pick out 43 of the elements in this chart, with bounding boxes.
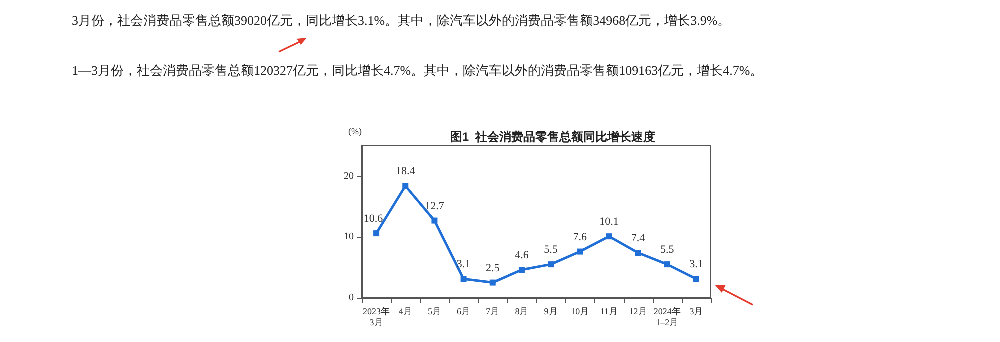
data-label: 7.6: [573, 231, 588, 244]
y-tick-label: 20: [344, 170, 354, 182]
chart-title: 图1 社会消费品零售总额同比增长速度: [450, 130, 656, 144]
point: [664, 262, 670, 268]
data-label: 12.7: [425, 200, 445, 212]
point: [693, 276, 700, 282]
point: [460, 276, 467, 282]
point: [518, 267, 525, 274]
y-tick-label: 10: [344, 232, 354, 243]
x-tick-label: 6月: [457, 306, 471, 316]
data-label: 3.1: [690, 258, 704, 271]
x-tick-label: 2023年 3月: [363, 306, 390, 328]
text: 3月份，社会消费品零售总额39020亿元，同比增长3.1%。其中，除汽车以外的消费品零售额34968亿元，增长3.9%。: [72, 12, 731, 30]
data-label: 3.1: [456, 258, 471, 271]
x-tick-label: 11月: [600, 306, 618, 316]
x-tick-label: 5月: [428, 306, 442, 316]
point: [432, 218, 438, 224]
x-tick-label: 7月: [486, 306, 500, 316]
x-tick-label: 12月: [629, 306, 648, 316]
data-label: 2.5: [486, 262, 500, 274]
point: [577, 248, 584, 255]
y-tick-label: 0: [349, 292, 354, 304]
x-tick-label: 4月: [398, 306, 412, 316]
text: 1—3月份，社会消费品零售总额120327亿元，同比增长4.7%。其中，除汽车以外的消费品零售额109163亿元，增长4.7%。: [72, 62, 764, 80]
data-label: 10.1: [600, 216, 619, 228]
x-tick-label: 10月: [571, 306, 590, 316]
x-tick-label: 2024年 1–2月: [654, 306, 681, 328]
point: [548, 262, 554, 268]
point: [635, 250, 642, 256]
y-axis-title: (%): [348, 126, 362, 136]
point: [606, 234, 612, 240]
data-label: 5.5: [660, 244, 675, 256]
x-tick-label: 3月: [690, 306, 704, 316]
point: [374, 230, 380, 237]
point: [402, 183, 409, 190]
data-label: 5.5: [544, 244, 558, 256]
data-label: 4.6: [515, 250, 530, 262]
x-tick-label: 9月: [544, 306, 558, 316]
data-label: 10.6: [364, 213, 384, 226]
point: [490, 280, 496, 286]
x-tick-label: 8月: [515, 306, 529, 316]
data-label: 7.4: [631, 232, 646, 245]
data-label: 18.4: [396, 166, 416, 178]
